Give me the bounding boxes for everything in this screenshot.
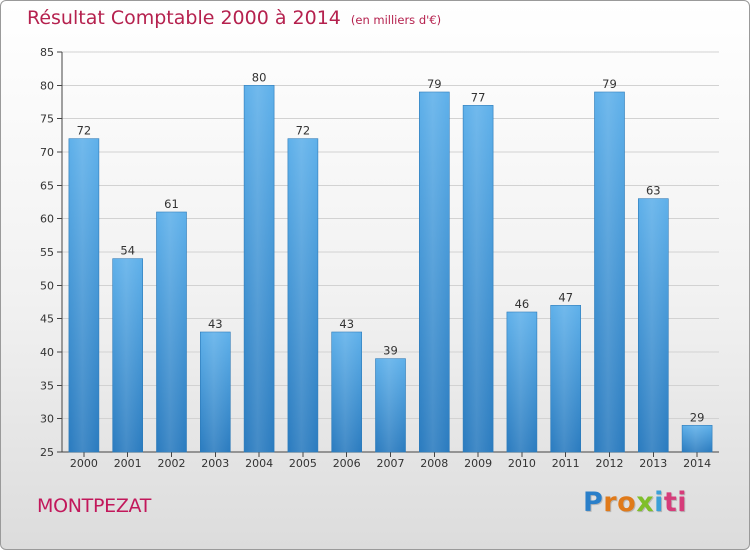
x-tick-label: 2013 [639,457,667,470]
value-label: 46 [515,297,530,311]
value-label: 72 [296,124,311,138]
value-label: 79 [427,77,442,91]
chart-title: Résultat Comptable 2000 à 2014 (en millie… [27,7,441,29]
value-label: 54 [120,244,135,258]
x-tick-label: 2003 [201,457,229,470]
bar-shine [638,198,669,452]
bar-shine [682,425,713,452]
logo-letter: x [636,487,655,518]
bar-shine [156,212,187,452]
x-tick-label: 2005 [289,457,317,470]
value-label: 72 [77,124,92,138]
logo-letter: r [603,487,618,518]
proxiti-logo: Proxiti [583,487,687,518]
bar-shine [594,92,625,452]
bar-shine [287,138,318,452]
value-label: 79 [602,77,617,91]
x-tick-label: 2012 [596,457,624,470]
logo-letter: P [583,487,604,518]
bar-shine [463,105,494,452]
value-label: 63 [646,184,661,198]
y-tick-label: 70 [40,146,54,159]
value-label: 29 [690,410,705,424]
y-tick-label: 60 [40,213,54,226]
logo-letter: i [654,487,664,518]
bar-shine [550,305,581,452]
logo-letter: o [617,487,637,518]
city-name: MONTPEZAT [37,495,152,517]
y-tick-label: 80 [40,79,54,92]
value-label: 80 [252,70,267,84]
value-label: 43 [339,317,354,331]
labels-layer: 25 30 35 40 45 50 55 60 65 70 75 80 85 72 2000 54 2001 61… [40,46,711,470]
y-tick-label: 25 [40,446,54,459]
value-label: 39 [383,344,398,358]
y-tick-label: 35 [40,379,54,392]
bar-shine [112,258,143,452]
x-tick-label: 2006 [333,457,361,470]
value-label: 47 [558,290,573,304]
bar-shine [506,312,537,452]
logo-letter: t [663,487,678,518]
value-label: 61 [164,197,179,211]
x-tick-label: 2004 [245,457,273,470]
y-tick-label: 65 [40,179,54,192]
x-tick-label: 2000 [70,457,98,470]
chart-title-main: Résultat Comptable 2000 à 2014 [27,7,341,29]
x-tick-label: 2011 [552,457,580,470]
y-tick-label: 30 [40,413,54,426]
bar-shine [419,92,450,452]
y-tick-label: 85 [40,46,54,59]
x-tick-label: 2014 [683,457,711,470]
bar-shine [200,332,231,452]
x-tick-label: 2008 [420,457,448,470]
bar-shine [244,85,275,452]
x-tick-label: 2009 [464,457,492,470]
x-tick-label: 2002 [158,457,186,470]
chart-title-unit: (en milliers d'€) [350,13,442,27]
value-label: 43 [208,317,223,331]
bar-shine [375,358,406,452]
y-tick-label: 40 [40,346,54,359]
x-tick-label: 2001 [114,457,142,470]
y-tick-label: 50 [40,279,54,292]
x-tick-label: 2007 [377,457,405,470]
logo-letter: i [677,487,688,518]
bar-shine [331,332,362,452]
x-tick-label: 2010 [508,457,536,470]
bar-shine [68,138,99,452]
y-tick-label: 45 [40,313,54,326]
value-label: 77 [471,90,486,104]
y-tick-label: 75 [40,113,54,126]
y-tick-label: 55 [40,246,54,259]
bars-layer [68,85,713,453]
